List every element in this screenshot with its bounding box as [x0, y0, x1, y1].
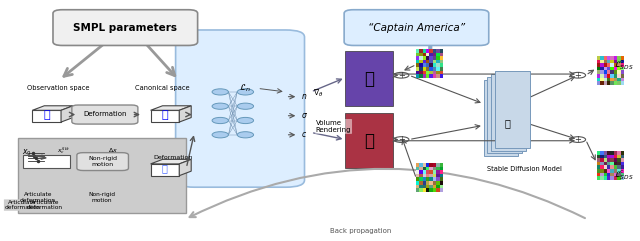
- Text: +: +: [575, 135, 582, 144]
- FancyBboxPatch shape: [18, 138, 186, 214]
- Bar: [150, 164, 179, 176]
- Text: Canonical space: Canonical space: [135, 85, 189, 91]
- Text: “Captain America”: “Captain America”: [368, 23, 465, 33]
- Text: +: +: [575, 71, 582, 80]
- FancyBboxPatch shape: [53, 10, 198, 46]
- Circle shape: [212, 117, 228, 124]
- Text: Stable Diffusion Model: Stable Diffusion Model: [487, 166, 562, 172]
- Circle shape: [570, 72, 586, 78]
- Circle shape: [212, 89, 228, 95]
- Circle shape: [237, 117, 253, 124]
- Circle shape: [570, 137, 586, 142]
- Polygon shape: [179, 159, 191, 176]
- Text: +: +: [398, 135, 404, 144]
- Text: $n$: $n$: [301, 92, 307, 101]
- Text: $\sigma$: $\sigma$: [301, 111, 308, 120]
- Text: 🦸: 🦸: [162, 110, 168, 120]
- Text: Articulate
deformation: Articulate deformation: [4, 200, 40, 210]
- FancyBboxPatch shape: [484, 80, 518, 156]
- Text: $\Delta x$: $\Delta x$: [108, 146, 118, 154]
- FancyBboxPatch shape: [23, 155, 70, 168]
- Text: Articulate
deformation: Articulate deformation: [27, 200, 63, 210]
- Circle shape: [394, 137, 409, 142]
- Text: Back propagation: Back propagation: [330, 228, 392, 234]
- FancyBboxPatch shape: [492, 74, 526, 151]
- Text: Non-rigid
motion: Non-rigid motion: [88, 156, 117, 167]
- Circle shape: [212, 132, 228, 138]
- Text: 🦸: 🦸: [364, 70, 374, 88]
- Text: 🔒: 🔒: [505, 118, 511, 128]
- Text: $\mathcal{L}_n$: $\mathcal{L}_n$: [239, 83, 251, 94]
- FancyArrowPatch shape: [189, 169, 585, 218]
- Circle shape: [237, 89, 253, 95]
- Text: Volume
Rendering: Volume Rendering: [316, 120, 351, 133]
- Circle shape: [237, 132, 253, 138]
- Bar: [150, 110, 179, 122]
- Text: Articulate
deformation: Articulate deformation: [20, 192, 56, 203]
- Polygon shape: [61, 106, 73, 122]
- Text: $x_0$: $x_0$: [22, 147, 31, 158]
- Bar: [33, 110, 61, 122]
- Circle shape: [212, 103, 228, 109]
- FancyBboxPatch shape: [495, 71, 530, 148]
- FancyBboxPatch shape: [77, 153, 129, 171]
- Text: $x^{(lb)}_c$: $x^{(lb)}_c$: [57, 145, 70, 156]
- Text: +: +: [398, 71, 404, 80]
- FancyBboxPatch shape: [488, 77, 522, 153]
- Polygon shape: [150, 106, 191, 110]
- Text: Observation space: Observation space: [27, 85, 89, 91]
- Circle shape: [394, 72, 409, 78]
- Text: $\nabla_{\theta}$: $\nabla_{\theta}$: [314, 87, 324, 99]
- Text: $\mathcal{L}^c_{SDS}$: $\mathcal{L}^c_{SDS}$: [614, 168, 634, 182]
- Text: Non-rigid
motion: Non-rigid motion: [88, 192, 116, 203]
- Text: SMPL parameters: SMPL parameters: [74, 23, 177, 33]
- Text: $c$: $c$: [301, 130, 307, 139]
- FancyBboxPatch shape: [175, 30, 305, 187]
- Bar: [346, 113, 392, 168]
- Polygon shape: [179, 106, 191, 122]
- Circle shape: [237, 103, 253, 109]
- Text: 🦸: 🦸: [162, 163, 168, 173]
- Text: Deformation: Deformation: [83, 111, 127, 117]
- Polygon shape: [33, 106, 73, 110]
- Text: 🦸: 🦸: [364, 132, 374, 150]
- FancyBboxPatch shape: [344, 10, 489, 46]
- FancyBboxPatch shape: [72, 105, 138, 124]
- Bar: [346, 51, 392, 106]
- Text: 🦸: 🦸: [44, 110, 50, 120]
- Text: Deformation: Deformation: [154, 155, 193, 160]
- Polygon shape: [150, 159, 191, 164]
- Text: $\mathcal{L}^o_{SDS}$: $\mathcal{L}^o_{SDS}$: [614, 59, 634, 73]
